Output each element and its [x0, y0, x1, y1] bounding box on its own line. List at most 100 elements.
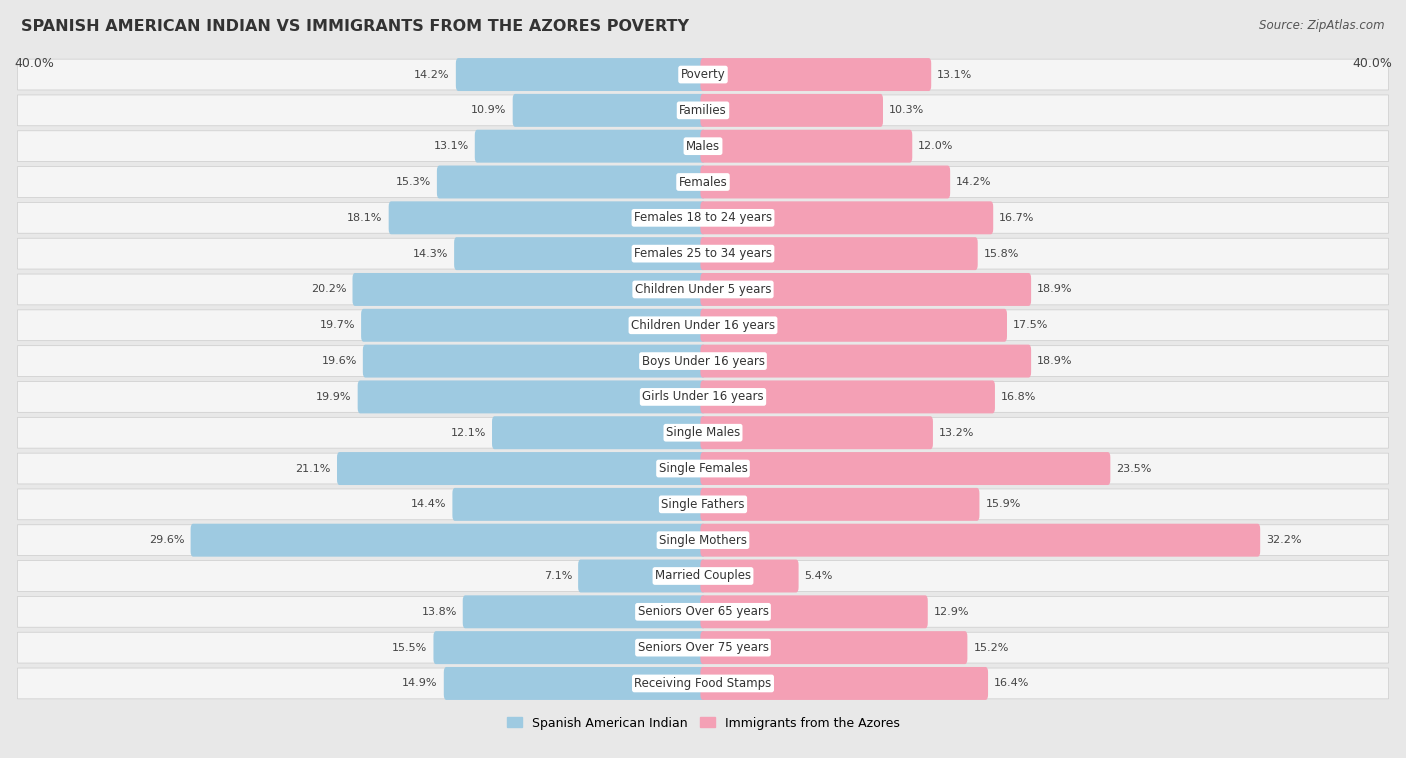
FancyBboxPatch shape — [17, 238, 1389, 269]
FancyBboxPatch shape — [361, 309, 706, 342]
Text: 18.9%: 18.9% — [1038, 284, 1073, 294]
Text: Females: Females — [679, 176, 727, 189]
Text: Males: Males — [686, 139, 720, 152]
Text: 13.8%: 13.8% — [422, 607, 457, 617]
FancyBboxPatch shape — [437, 165, 706, 199]
FancyBboxPatch shape — [17, 489, 1389, 520]
Text: 23.5%: 23.5% — [1116, 464, 1152, 474]
Text: 32.2%: 32.2% — [1267, 535, 1302, 545]
Text: Receiving Food Stamps: Receiving Food Stamps — [634, 677, 772, 690]
FancyBboxPatch shape — [700, 165, 950, 199]
Text: 16.7%: 16.7% — [1000, 213, 1035, 223]
Legend: Spanish American Indian, Immigrants from the Azores: Spanish American Indian, Immigrants from… — [502, 712, 904, 735]
FancyBboxPatch shape — [463, 595, 706, 628]
FancyBboxPatch shape — [700, 237, 977, 270]
Text: Married Couples: Married Couples — [655, 569, 751, 582]
FancyBboxPatch shape — [700, 202, 993, 234]
Text: 5.4%: 5.4% — [804, 571, 832, 581]
Text: 15.9%: 15.9% — [986, 500, 1021, 509]
Text: 16.4%: 16.4% — [994, 678, 1029, 688]
FancyBboxPatch shape — [17, 632, 1389, 663]
Text: 12.1%: 12.1% — [450, 428, 486, 437]
FancyBboxPatch shape — [700, 58, 931, 91]
Text: Females 25 to 34 years: Females 25 to 34 years — [634, 247, 772, 260]
Text: 40.0%: 40.0% — [14, 57, 53, 70]
Text: 19.7%: 19.7% — [319, 321, 356, 330]
FancyBboxPatch shape — [513, 94, 706, 127]
Text: 14.2%: 14.2% — [415, 70, 450, 80]
FancyBboxPatch shape — [17, 59, 1389, 90]
FancyBboxPatch shape — [700, 667, 988, 700]
Text: 12.0%: 12.0% — [918, 141, 953, 151]
Text: 14.9%: 14.9% — [402, 678, 437, 688]
FancyBboxPatch shape — [700, 559, 799, 593]
FancyBboxPatch shape — [475, 130, 706, 163]
Text: Single Fathers: Single Fathers — [661, 498, 745, 511]
Text: 10.9%: 10.9% — [471, 105, 506, 115]
Text: Poverty: Poverty — [681, 68, 725, 81]
Text: Children Under 5 years: Children Under 5 years — [634, 283, 772, 296]
FancyBboxPatch shape — [700, 488, 980, 521]
FancyBboxPatch shape — [17, 95, 1389, 126]
FancyBboxPatch shape — [17, 668, 1389, 699]
Text: 16.8%: 16.8% — [1001, 392, 1036, 402]
Text: 18.1%: 18.1% — [347, 213, 382, 223]
Text: 20.2%: 20.2% — [311, 284, 346, 294]
FancyBboxPatch shape — [578, 559, 706, 593]
Text: Single Mothers: Single Mothers — [659, 534, 747, 547]
FancyBboxPatch shape — [492, 416, 706, 449]
FancyBboxPatch shape — [433, 631, 706, 664]
Text: 14.4%: 14.4% — [411, 500, 446, 509]
Text: 15.2%: 15.2% — [973, 643, 1008, 653]
Text: 7.1%: 7.1% — [544, 571, 572, 581]
FancyBboxPatch shape — [17, 202, 1389, 233]
Text: 29.6%: 29.6% — [149, 535, 184, 545]
Text: 15.3%: 15.3% — [395, 177, 430, 187]
Text: 15.8%: 15.8% — [984, 249, 1019, 258]
Text: 21.1%: 21.1% — [295, 464, 330, 474]
Text: Females 18 to 24 years: Females 18 to 24 years — [634, 211, 772, 224]
FancyBboxPatch shape — [17, 274, 1389, 305]
FancyBboxPatch shape — [700, 416, 934, 449]
FancyBboxPatch shape — [17, 525, 1389, 556]
FancyBboxPatch shape — [700, 94, 883, 127]
FancyBboxPatch shape — [17, 418, 1389, 448]
Text: 14.2%: 14.2% — [956, 177, 991, 187]
FancyBboxPatch shape — [700, 345, 1031, 377]
FancyBboxPatch shape — [700, 273, 1031, 306]
Text: Single Males: Single Males — [666, 426, 740, 439]
FancyBboxPatch shape — [191, 524, 706, 556]
Text: Families: Families — [679, 104, 727, 117]
FancyBboxPatch shape — [700, 130, 912, 163]
FancyBboxPatch shape — [357, 381, 706, 413]
Text: 19.6%: 19.6% — [322, 356, 357, 366]
Text: 40.0%: 40.0% — [1353, 57, 1392, 70]
FancyBboxPatch shape — [700, 381, 995, 413]
FancyBboxPatch shape — [700, 595, 928, 628]
Text: Single Females: Single Females — [658, 462, 748, 475]
Text: 19.9%: 19.9% — [316, 392, 352, 402]
Text: 13.1%: 13.1% — [433, 141, 468, 151]
FancyBboxPatch shape — [17, 597, 1389, 627]
FancyBboxPatch shape — [17, 453, 1389, 484]
Text: Children Under 16 years: Children Under 16 years — [631, 319, 775, 332]
FancyBboxPatch shape — [453, 488, 706, 521]
Text: 10.3%: 10.3% — [889, 105, 924, 115]
Text: 13.2%: 13.2% — [939, 428, 974, 437]
Text: 13.1%: 13.1% — [938, 70, 973, 80]
FancyBboxPatch shape — [17, 381, 1389, 412]
Text: Girls Under 16 years: Girls Under 16 years — [643, 390, 763, 403]
FancyBboxPatch shape — [700, 309, 1007, 342]
FancyBboxPatch shape — [17, 561, 1389, 591]
Text: Seniors Over 75 years: Seniors Over 75 years — [637, 641, 769, 654]
Text: Boys Under 16 years: Boys Under 16 years — [641, 355, 765, 368]
Text: Seniors Over 65 years: Seniors Over 65 years — [637, 606, 769, 619]
FancyBboxPatch shape — [700, 631, 967, 664]
Text: 14.3%: 14.3% — [413, 249, 449, 258]
FancyBboxPatch shape — [700, 452, 1111, 485]
FancyBboxPatch shape — [456, 58, 706, 91]
Text: Source: ZipAtlas.com: Source: ZipAtlas.com — [1260, 19, 1385, 32]
FancyBboxPatch shape — [17, 310, 1389, 340]
FancyBboxPatch shape — [700, 524, 1260, 556]
FancyBboxPatch shape — [353, 273, 706, 306]
